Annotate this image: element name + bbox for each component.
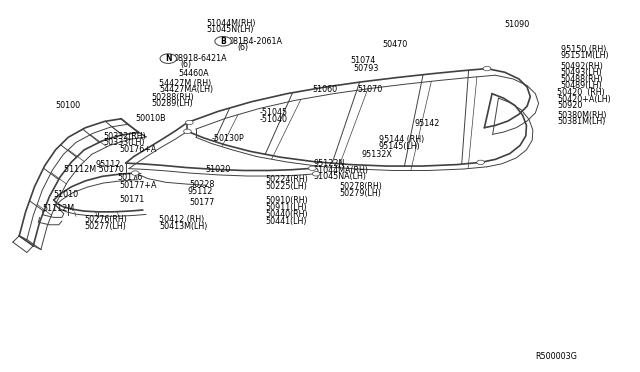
Text: 50289(LH): 50289(LH) [151, 99, 193, 108]
Text: 51074: 51074 [351, 56, 376, 65]
Text: 95151M(LH): 95151M(LH) [561, 51, 609, 60]
Text: 50492(RH): 50492(RH) [561, 61, 604, 71]
Text: 50488(RH): 50488(RH) [561, 75, 604, 84]
Text: 50413M(LH): 50413M(LH) [159, 222, 208, 231]
Text: -51045: -51045 [259, 108, 287, 117]
Text: B: B [220, 37, 226, 46]
Text: 50493(LH): 50493(LH) [561, 68, 602, 77]
Text: 95132X: 95132X [362, 150, 392, 159]
Text: 50412 (RH): 50412 (RH) [159, 215, 205, 224]
Text: 50010B: 50010B [135, 114, 166, 123]
Text: 95112: 95112 [96, 160, 121, 169]
Text: 50276(RH): 50276(RH) [84, 215, 127, 224]
Circle shape [308, 166, 316, 170]
Text: 51112M: 51112M [43, 203, 75, 213]
Text: (6): (6) [180, 60, 191, 70]
Circle shape [215, 36, 232, 46]
Text: 50793: 50793 [353, 64, 378, 73]
Circle shape [483, 66, 491, 71]
Text: 50920: 50920 [557, 101, 582, 110]
Text: 54460A: 54460A [179, 68, 209, 77]
Text: 50225(LH): 50225(LH) [266, 182, 308, 190]
Text: 50420  (RH): 50420 (RH) [557, 89, 605, 97]
Text: 081B4-2061A: 081B4-2061A [228, 37, 282, 46]
Text: 51044M(RH): 51044M(RH) [207, 19, 256, 28]
Text: 50288(RH): 50288(RH) [151, 93, 194, 102]
Text: 95142: 95142 [414, 119, 440, 128]
Text: 50489(LH): 50489(LH) [561, 81, 602, 90]
Circle shape [477, 160, 484, 164]
Text: 50176+A: 50176+A [119, 145, 157, 154]
Text: 95122N: 95122N [314, 159, 345, 169]
Text: 50911(LH): 50911(LH) [266, 203, 307, 212]
Text: 54427MA(LH): 54427MA(LH) [159, 85, 214, 94]
Text: 50278(RH): 50278(RH) [339, 182, 382, 191]
Text: 54427M (RH): 54427M (RH) [159, 79, 212, 88]
Text: -51040: -51040 [259, 115, 287, 124]
Text: 50910(RH): 50910(RH) [266, 196, 308, 205]
Text: 51010: 51010 [54, 190, 79, 199]
Text: 50171: 50171 [119, 195, 145, 204]
Text: 50420+A(LH): 50420+A(LH) [557, 95, 611, 104]
Text: N: N [165, 54, 172, 63]
Text: 95150 (RH): 95150 (RH) [561, 45, 606, 54]
Text: (6): (6) [237, 43, 248, 52]
Text: 51060: 51060 [312, 85, 337, 94]
Text: 51112M 50170: 51112M 50170 [64, 165, 124, 174]
Circle shape [186, 120, 193, 125]
Text: 51045NA(LH): 51045NA(LH) [314, 172, 367, 181]
Text: R500003G: R500003G [536, 352, 577, 361]
Text: 50381M(LH): 50381M(LH) [557, 117, 605, 126]
Text: 51090: 51090 [505, 20, 530, 29]
Text: 50224(RH): 50224(RH) [266, 175, 308, 184]
Text: 95144 (RH): 95144 (RH) [379, 135, 424, 144]
Text: 50176: 50176 [117, 173, 143, 182]
Text: 50277(LH): 50277(LH) [84, 222, 126, 231]
Text: 50470: 50470 [383, 40, 408, 49]
Circle shape [131, 171, 139, 175]
Text: 50100: 50100 [56, 101, 81, 110]
Text: 08918-6421A: 08918-6421A [173, 54, 227, 63]
Text: 50177+A: 50177+A [119, 182, 157, 190]
Text: -50130P: -50130P [212, 134, 244, 143]
Text: 50441(LH): 50441(LH) [266, 217, 307, 225]
Text: 51020: 51020 [205, 165, 230, 174]
Text: 51044MA(RH): 51044MA(RH) [314, 166, 369, 174]
Circle shape [312, 171, 320, 176]
Text: 95145(LH): 95145(LH) [379, 142, 420, 151]
Circle shape [160, 54, 177, 63]
Text: 50333(LH): 50333(LH) [103, 138, 145, 147]
Circle shape [184, 129, 191, 134]
Text: 51070: 51070 [357, 85, 382, 94]
Text: 50228: 50228 [189, 180, 215, 189]
Text: 50332(RH): 50332(RH) [103, 132, 146, 141]
Text: 50440(RH): 50440(RH) [266, 210, 308, 219]
Text: 50380M(RH): 50380M(RH) [557, 110, 607, 120]
Text: 51045N(LH): 51045N(LH) [207, 25, 254, 34]
Text: 50177: 50177 [189, 198, 215, 207]
Text: 95112: 95112 [188, 187, 213, 196]
Text: 50279(LH): 50279(LH) [339, 189, 381, 198]
